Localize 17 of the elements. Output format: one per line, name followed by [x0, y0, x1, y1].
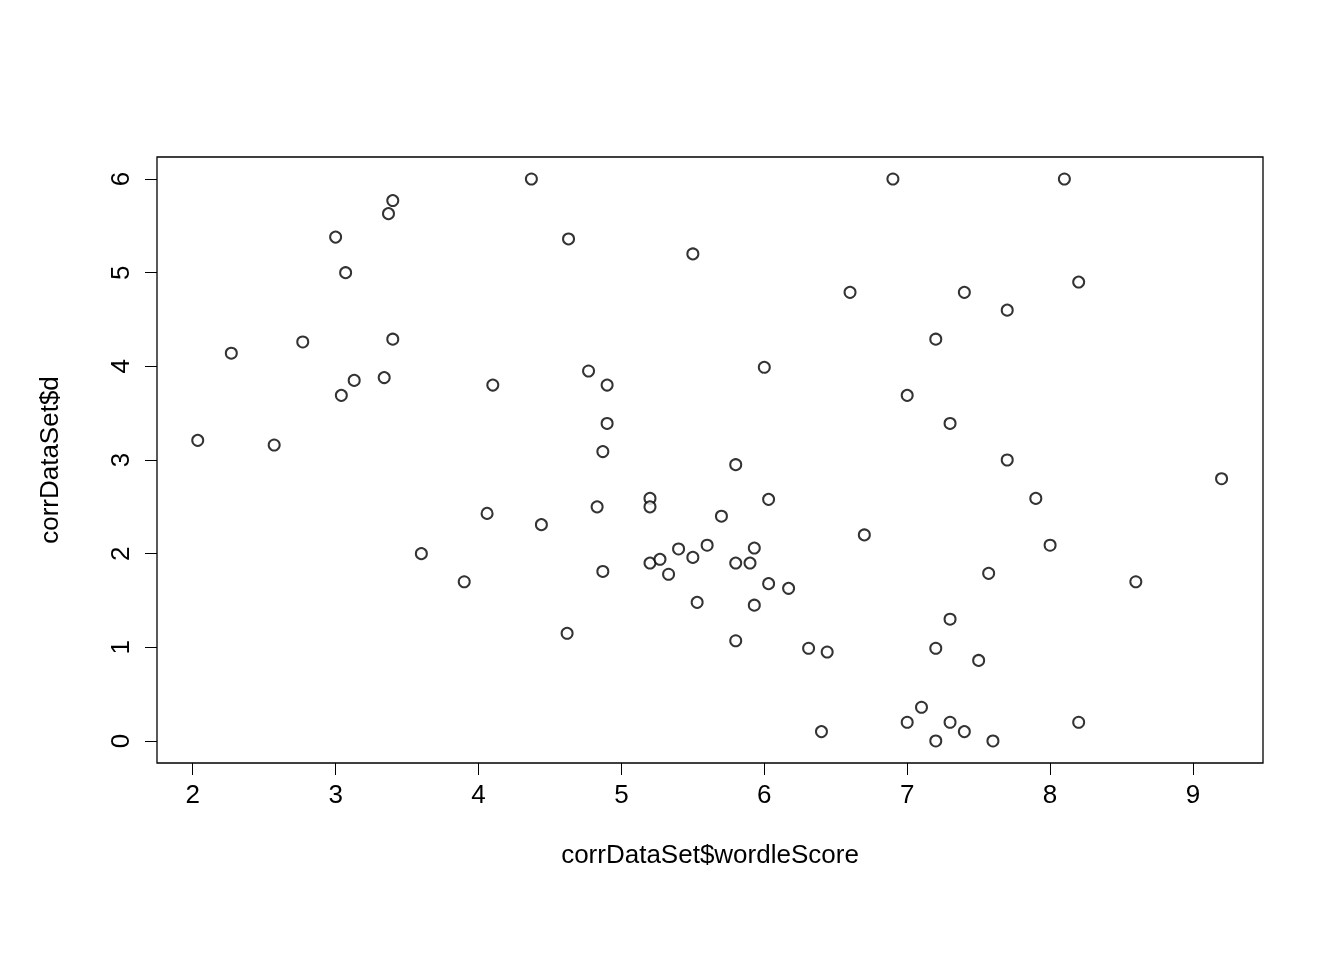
y-tick-label: 3 — [105, 452, 135, 468]
y-axis-title: corrDataSet$d — [34, 376, 64, 544]
y-tick-label: 2 — [105, 546, 135, 561]
x-tick-label: 3 — [328, 779, 343, 809]
y-tick-label: 4 — [105, 359, 135, 374]
x-tick-label: 2 — [185, 779, 200, 809]
y-tick-label: 6 — [105, 171, 135, 187]
y-tick-label: 1 — [105, 640, 135, 655]
y-tick-label: 5 — [105, 265, 135, 280]
x-tick-label: 9 — [1185, 779, 1201, 809]
y-tick-label: 0 — [105, 733, 135, 749]
x-axis-title: corrDataSet$wordleScore — [561, 839, 859, 869]
x-tick-label: 8 — [1042, 779, 1058, 809]
x-tick-label: 5 — [614, 779, 629, 809]
x-tick-label: 6 — [757, 779, 772, 809]
x-tick-label: 7 — [899, 779, 915, 809]
x-tick-label: 4 — [471, 779, 486, 809]
